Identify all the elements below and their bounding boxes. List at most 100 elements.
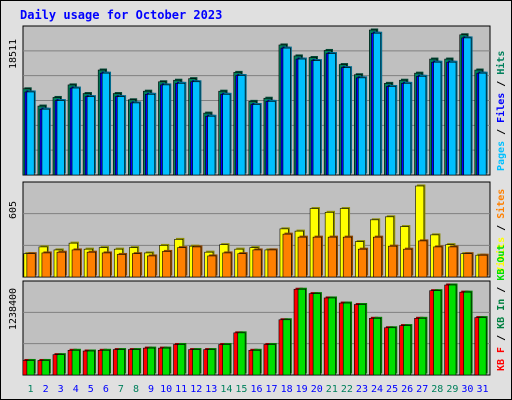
day-label-28: 28 — [431, 384, 443, 395]
bar-sites-day-16 — [252, 249, 262, 278]
bar-kb-out-day-15 — [237, 332, 246, 376]
day-label-7: 7 — [118, 384, 124, 395]
bar-kb-out-day-14 — [222, 344, 231, 376]
bar-sites-day-9 — [147, 255, 157, 278]
bar-kb-out-day-30 — [463, 291, 472, 376]
bar-kb-out-day-31 — [478, 317, 487, 376]
bar-sites-day-21 — [327, 236, 337, 278]
bar-pages-day-25 — [388, 86, 397, 176]
ymax-label-kbytes: 1238400 — [8, 288, 19, 330]
bar-sites-day-31 — [478, 254, 488, 278]
day-label-18: 18 — [281, 384, 293, 395]
bar-kb-out-day-11 — [177, 344, 186, 376]
legend-entry: / — [496, 225, 507, 237]
day-label-3: 3 — [58, 384, 64, 395]
bar-kb-out-day-23 — [357, 304, 366, 376]
day-label-4: 4 — [73, 384, 79, 395]
day-label-19: 19 — [296, 384, 308, 395]
bar-sites-day-17 — [267, 249, 277, 278]
bar-pages-day-8 — [132, 102, 140, 176]
day-label-25: 25 — [386, 384, 398, 395]
bar-pages-day-1 — [26, 91, 35, 176]
day-label-24: 24 — [371, 384, 383, 395]
bar-sites-day-7 — [116, 254, 126, 278]
bar-pages-day-19 — [297, 58, 306, 176]
legend-entry: Pages — [496, 141, 507, 171]
chart-title: Daily usage for October 2023 — [20, 8, 222, 22]
bar-sites-day-24 — [373, 236, 382, 278]
bar-kb-out-day-12 — [192, 349, 201, 376]
bar-kb-out-day-1 — [26, 360, 35, 376]
bar-pages-day-9 — [147, 94, 156, 176]
bar-sites-day-6 — [101, 252, 111, 278]
bar-kb-out-day-9 — [147, 347, 156, 376]
bar-pages-day-24 — [373, 32, 381, 176]
legend-entry: Visits — [495, 237, 507, 273]
bar-sites-day-26 — [403, 248, 413, 278]
day-label-21: 21 — [326, 384, 338, 395]
day-label-15: 15 — [235, 384, 247, 395]
bar-kb-out-day-24 — [373, 318, 381, 376]
bar-pages-day-23 — [357, 77, 366, 176]
legend-entry: KB F — [496, 347, 507, 371]
bar-pages-day-15 — [237, 75, 246, 176]
bar-pages-day-20 — [312, 60, 321, 176]
day-label-17: 17 — [266, 384, 278, 395]
legend-entry: Hits — [495, 51, 507, 81]
bar-kb-out-day-26 — [403, 325, 412, 376]
bar-sites-day-19 — [297, 236, 307, 278]
panel-hits: 18511 Pages / Files / Hits — [8, 25, 507, 176]
legend-entry: Sites — [495, 189, 507, 225]
bar-pages-day-5 — [86, 96, 95, 176]
bar-kb-out-day-6 — [101, 349, 110, 376]
day-label-29: 29 — [446, 384, 458, 395]
bar-pages-day-29 — [448, 61, 457, 176]
bar-kb-out-day-2 — [41, 360, 50, 376]
bar-kb-out-day-25 — [388, 327, 397, 376]
bar-sites-day-20 — [312, 236, 322, 278]
bar-sites-day-4 — [71, 249, 81, 278]
bar-kb-out-day-8 — [132, 349, 140, 376]
bar-pages-day-21 — [327, 53, 336, 176]
bar-sites-day-3 — [56, 251, 66, 278]
bar-sites-day-5 — [86, 251, 96, 278]
bar-kb-out-day-13 — [207, 349, 216, 376]
bar-pages-day-17 — [267, 101, 276, 176]
day-label-6: 6 — [103, 384, 109, 395]
day-label-11: 11 — [175, 384, 187, 395]
bar-sites-day-18 — [282, 233, 292, 278]
ymax-label-hits: 18511 — [8, 39, 19, 69]
bar-sites-day-12 — [192, 246, 202, 278]
legend-entry: / — [496, 287, 507, 299]
legend-entry: Files — [495, 93, 507, 129]
bar-sites-day-13 — [207, 255, 217, 278]
legend-entry: KB Out — [496, 245, 507, 287]
bar-sites-day-11 — [177, 247, 187, 278]
chart-panels: 18511 Pages / Files / Hits 605 Visits / Sit… — [8, 25, 507, 376]
day-label-20: 20 — [311, 384, 323, 395]
legend-kbytes: KB F / KB In / KB Out — [496, 245, 507, 371]
day-label-16: 16 — [250, 384, 262, 395]
day-label-8: 8 — [133, 384, 139, 395]
bar-sites-day-28 — [433, 246, 443, 278]
panel-visits: 605 Visits / Sites — [8, 181, 507, 278]
bar-sites-day-25 — [388, 245, 398, 278]
legend-entry: / — [496, 129, 507, 141]
bar-sites-day-22 — [342, 236, 352, 278]
bar-kb-out-day-28 — [433, 290, 442, 376]
bar-sites-day-10 — [162, 251, 172, 278]
bar-pages-day-3 — [56, 100, 65, 176]
bar-sites-day-15 — [237, 253, 247, 278]
bar-pages-day-7 — [116, 96, 125, 176]
panel-kbytes: 1238400 KB F / KB In / KB Out — [8, 245, 507, 376]
day-label-10: 10 — [160, 384, 172, 395]
day-label-9: 9 — [148, 384, 154, 395]
day-label-30: 30 — [461, 384, 473, 395]
bar-kb-out-day-29 — [448, 284, 457, 376]
legend-visits: Visits / Sites — [495, 189, 507, 273]
bar-kb-out-day-5 — [86, 350, 95, 376]
day-label-26: 26 — [401, 384, 413, 395]
bar-pages-day-2 — [41, 108, 50, 176]
bar-sites-day-2 — [41, 252, 51, 278]
bar-sites-day-8 — [132, 253, 141, 278]
